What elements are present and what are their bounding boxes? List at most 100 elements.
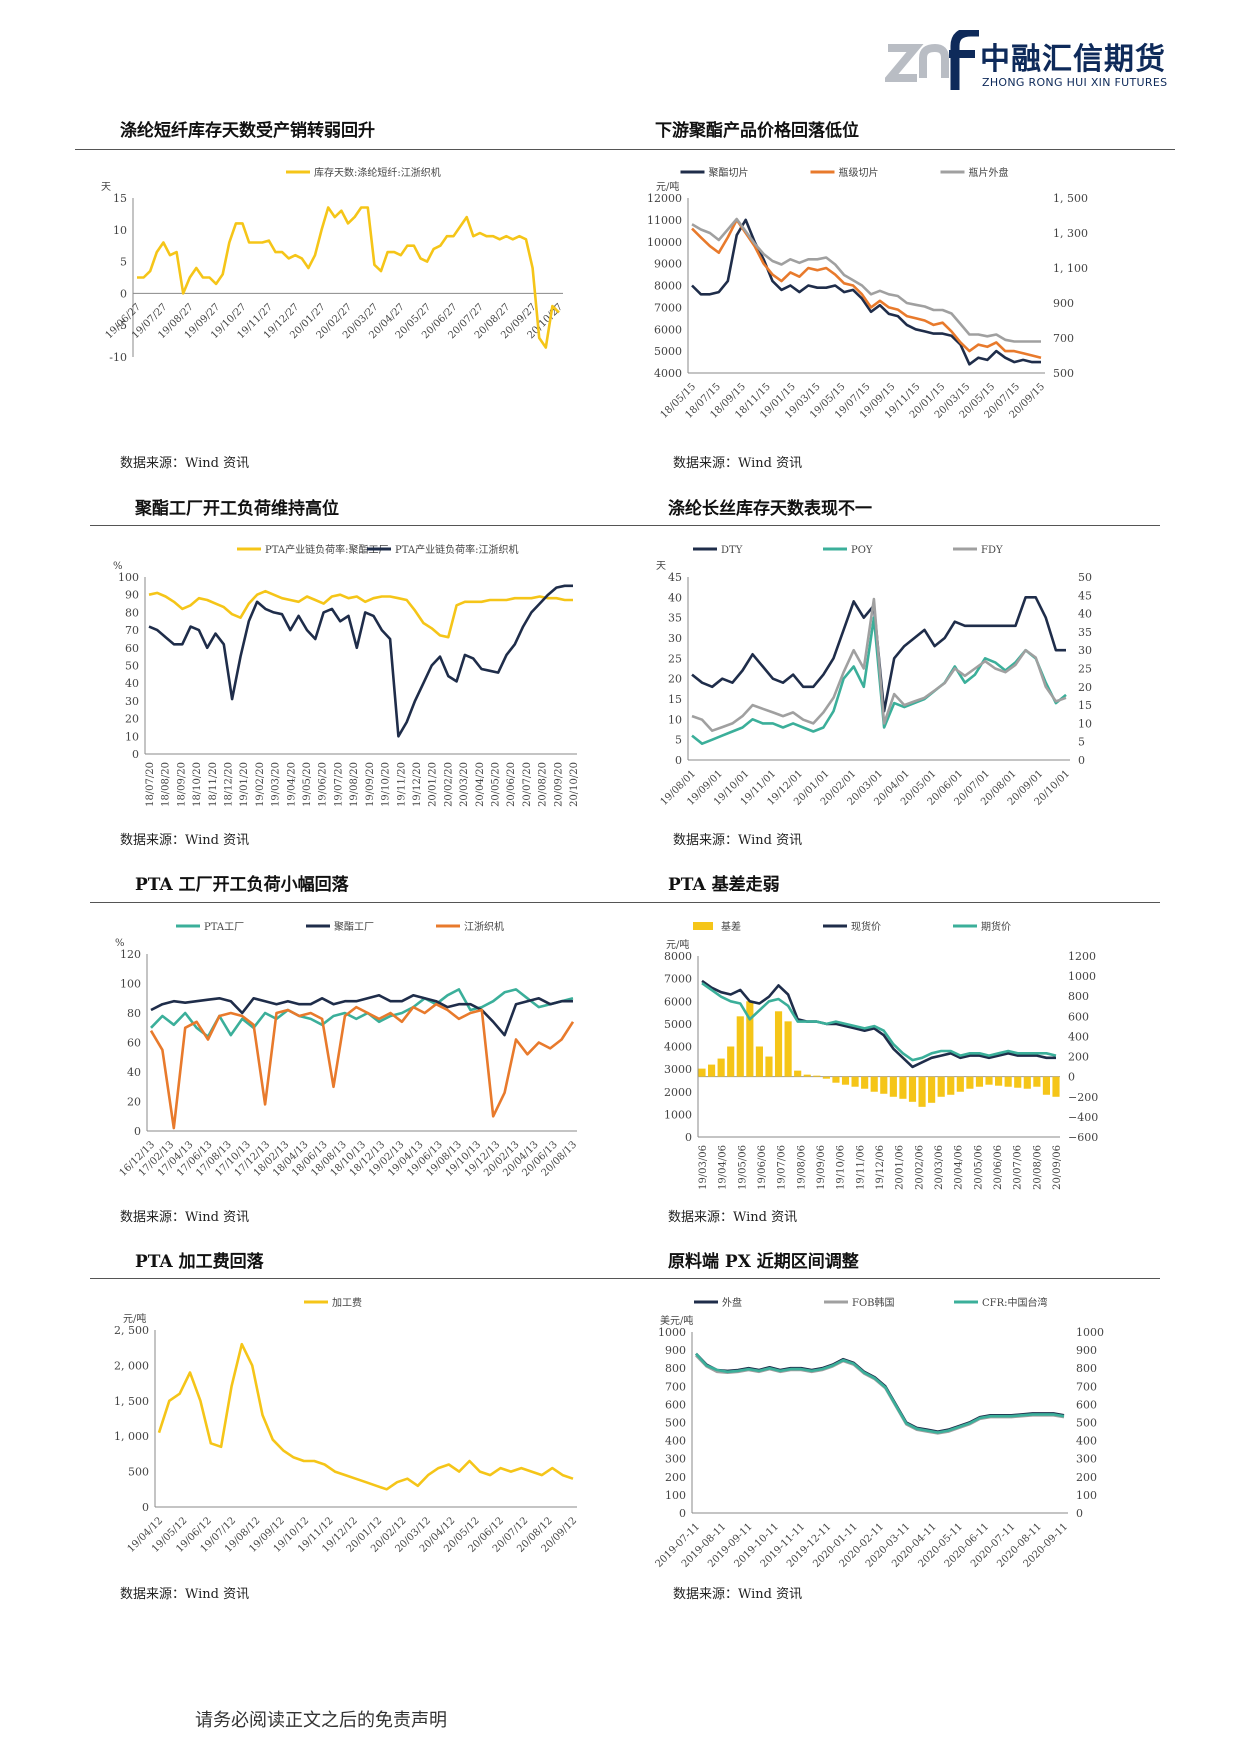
y2-tick-label: 400	[1076, 1435, 1097, 1448]
y-tick-label: 1, 000	[114, 1430, 149, 1443]
bar	[851, 1076, 859, 1087]
y-tick-label: 12000	[647, 192, 682, 205]
y-tick-label: 5000	[664, 1018, 692, 1031]
x-tick-label: 18/10/20	[192, 762, 203, 807]
chart-c1: 库存天数:涤纶短纤:江浙织机天 -10 -5 0 5 10 15 19/06/27 19/07/…	[95, 160, 585, 445]
y-tick-label: 60	[125, 642, 139, 655]
y-tick-label: 15	[668, 693, 682, 706]
bar	[698, 1068, 706, 1077]
y2-tick-label: 1000	[1068, 970, 1096, 983]
chart-c5: PTA工厂 聚酯工厂 江浙织机% 0 20 40 60 80 100 120 16/12/13 17/…	[105, 914, 595, 1199]
y-tick-label: 0	[685, 1131, 692, 1144]
y-tick-label: 8000	[654, 280, 682, 293]
bar	[908, 1076, 917, 1102]
x-tick-label: 19/11/20	[396, 762, 407, 807]
series-line	[695, 1352, 1065, 1434]
y-tick-label: 9000	[654, 258, 682, 271]
y-tick-label: 40	[125, 677, 139, 690]
x-tick-label: 20/05/20	[490, 762, 501, 807]
y-tick-label: 8000	[664, 950, 692, 963]
y-tick-label: 30	[668, 632, 682, 645]
footer-disclaimer: 请务必阅读正文之后的免责声明	[195, 1710, 447, 1731]
y-tick-label: 0	[120, 287, 127, 300]
bar	[861, 1076, 869, 1089]
series-line	[695, 1354, 1065, 1435]
x-tick-label: 20/03/06	[934, 1145, 945, 1190]
legend-entry: 期货价	[981, 920, 1011, 933]
y-tick-label: 20	[125, 713, 139, 726]
chart-c4: DTY POY FDY 天 0 5 10 15 20 25 30 35 40 45 0 5 10 15 20 25 30…	[650, 537, 1120, 822]
y2-tick-label: 500	[1076, 1417, 1097, 1430]
y2-tick-label: 200	[1076, 1471, 1097, 1484]
x-tick-label: 20/08/20	[538, 762, 549, 807]
legend: PTA工厂 聚酯工厂 江浙织机	[176, 920, 504, 933]
x-tick-label: 19/07/06	[777, 1145, 788, 1190]
y-tick-label: -5	[116, 319, 127, 332]
chart-c3: PTA产业链负荷率:聚酯工厂 PTA产业链负荷率:江浙织机% 0 10 20 30 40 50…	[105, 537, 595, 822]
bar	[937, 1076, 945, 1097]
divider	[90, 1278, 1160, 1279]
legend-entry: 库存天数:涤纶短纤:江浙织机	[314, 166, 441, 179]
y-tick-label: 7000	[654, 301, 682, 314]
y-tick-label: 400	[665, 1435, 686, 1448]
y-tick-label: 45	[668, 571, 682, 584]
legend-entry: 外盘	[722, 1296, 742, 1309]
y-tick-label: 90	[125, 589, 139, 602]
legend: 库存天数:涤纶短纤:江浙织机	[286, 166, 441, 179]
x-tick-label: 19/08/20	[349, 762, 360, 807]
y-tick-label: 200	[665, 1471, 686, 1484]
y-tick-label: 800	[665, 1362, 686, 1375]
y2-tick-label: 0	[1078, 754, 1085, 767]
series-line	[149, 1002, 575, 1130]
y-tick-label: 500	[665, 1417, 686, 1430]
series-line	[695, 1352, 1065, 1433]
x-tick-label: 20/07/20	[522, 762, 533, 807]
x-tick-label: 20/05/06	[973, 1145, 984, 1190]
source-c1: 数据来源：Wind 资讯	[120, 456, 250, 471]
legend: PTA产业链负荷率:聚酯工厂 PTA产业链负荷率:江浙织机	[237, 543, 518, 556]
chart-svg-c4: DTY POY FDY 天 0 5 10 15 20 25 30 35 40 45 0 5 10 15 20 25 30…	[656, 545, 1092, 808]
x-tick-label: 19/12/06	[875, 1145, 886, 1190]
x-tick-label: 19/02/20	[255, 762, 266, 807]
y-tick-label: 40	[127, 1066, 141, 1079]
x-tick-label: 19/07/20	[333, 762, 344, 807]
y-tick-label: 50	[125, 660, 139, 673]
x-tick-label: 20/04/20	[475, 762, 486, 807]
legend-entry: POY	[851, 545, 873, 556]
y-tick-label: 2, 000	[114, 1359, 149, 1372]
x-tick-label: 19/04/20	[286, 762, 297, 807]
y-axis-unit: 天	[101, 182, 111, 193]
y2-tick-label: 35	[1078, 626, 1092, 639]
y-tick-label: 15	[113, 192, 127, 205]
legend-entry: CFR:中国台湾	[982, 1296, 1048, 1309]
x-tick-label: 20/07/06	[1013, 1145, 1024, 1190]
x-tick-label: 18/09/20	[176, 762, 187, 807]
y-tick-label: 0	[679, 1507, 686, 1520]
y-tick-label: 0	[134, 1125, 141, 1138]
series-line	[157, 1342, 574, 1491]
x-tick-label: 19/09/06	[816, 1145, 827, 1190]
y-tick-label: 70	[125, 624, 139, 637]
chart-title-c3: 聚酯工厂开工负荷维持高位	[135, 499, 339, 519]
y2-tick-label: 1, 100	[1053, 262, 1088, 275]
y2-tick-label: 600	[1076, 1398, 1097, 1411]
legend-swatch	[693, 922, 713, 930]
divider	[90, 902, 1160, 903]
chart-c6: 基差 现货价 期货价 元/吨 0 1000 2000 3000 4000 5000 6000 7000…	[650, 914, 1120, 1199]
chart-title-c8: 原料端 PX 近期区间调整	[668, 1252, 859, 1272]
divider	[75, 149, 1175, 150]
y-axis-unit: 元/吨	[123, 1312, 146, 1325]
y-tick-label: 60	[127, 1037, 141, 1050]
y-tick-label: 20	[668, 673, 682, 686]
bar	[985, 1076, 993, 1085]
x-tick-label: 18/11/20	[208, 762, 219, 807]
y2-tick-label: 0	[1076, 1507, 1083, 1520]
y-tick-label: 3000	[664, 1063, 692, 1076]
y-tick-label: 10	[113, 224, 127, 237]
y-axis-unit: 元/吨	[666, 938, 689, 951]
y2-tick-label: 10	[1078, 717, 1092, 730]
x-tick-label: 20/08/06	[1032, 1145, 1043, 1190]
bar	[765, 1056, 773, 1077]
y-tick-label: 80	[127, 1007, 141, 1020]
x-tick-label: 20/09/06	[1052, 1145, 1063, 1190]
